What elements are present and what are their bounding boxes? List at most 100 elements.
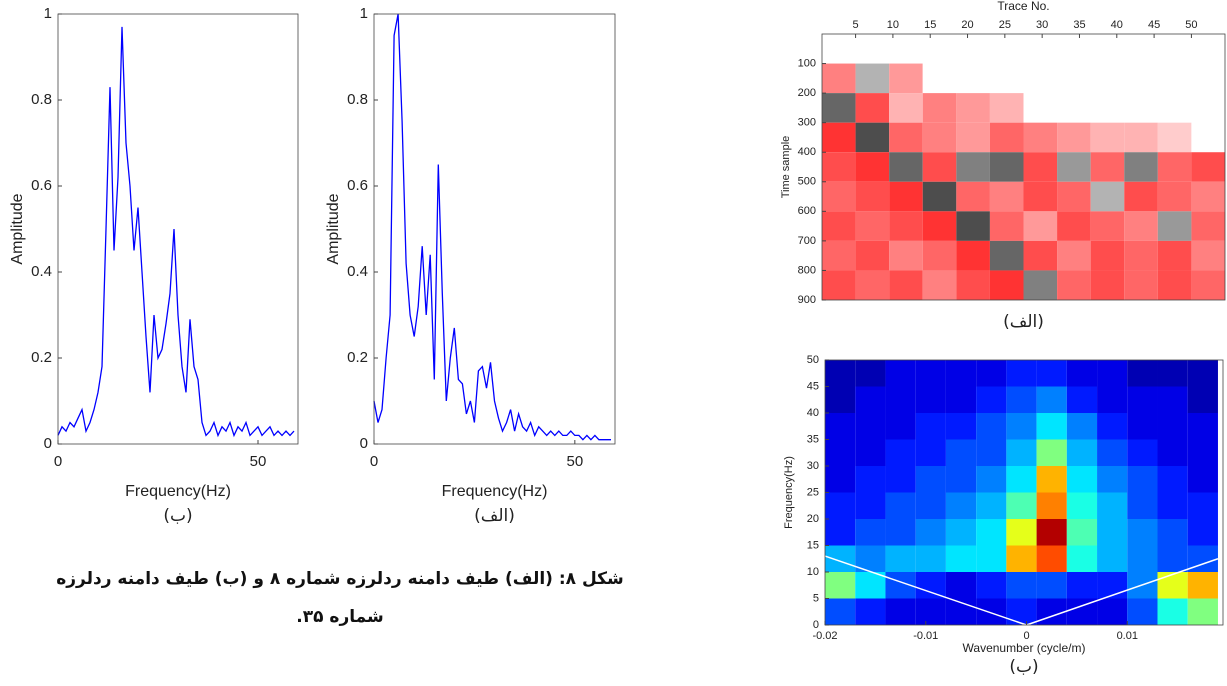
heatmap-cell	[976, 360, 1007, 387]
heatmap-cell	[825, 413, 856, 440]
heatmap-cell	[1066, 572, 1098, 599]
heatmap-cell	[825, 439, 856, 466]
y-tick-label: 700	[798, 235, 816, 247]
heatmap-cell	[885, 466, 916, 493]
heatmap-cell	[1127, 386, 1158, 413]
y-tick-label: 100	[798, 57, 816, 69]
heatmap-cell	[989, 93, 1024, 123]
heatmap-cell	[1157, 386, 1188, 413]
heatmap-cell	[1127, 466, 1158, 493]
heatmap-cell	[956, 122, 990, 153]
y-tick-label: 600	[798, 205, 816, 217]
heatmap-cell	[885, 413, 916, 440]
y-tick-label: 300	[798, 117, 816, 129]
heatmap-cell	[1036, 492, 1067, 519]
heatmap-cell	[1023, 270, 1058, 300]
y-axis-label: Amplitude	[9, 193, 26, 264]
heatmap-cell	[855, 181, 890, 212]
heatmap-cell	[1157, 439, 1188, 466]
x-tick-label: 0	[54, 453, 62, 470]
y-tick-label: 0.6	[31, 177, 52, 194]
heatmap-cell	[1066, 545, 1098, 572]
heatmap-cell	[885, 492, 916, 519]
heatmap-cell	[1187, 360, 1218, 387]
heatmap-cell	[915, 598, 946, 625]
axes-frame	[373, 13, 616, 445]
heatmap-cell	[1191, 152, 1225, 182]
x-tick-label: 45	[1148, 19, 1160, 31]
heatmap-cell	[822, 181, 856, 212]
y-tick-label: 400	[798, 146, 816, 158]
y-tick-label: 500	[798, 176, 816, 188]
y-tick-label: 35	[807, 433, 819, 445]
heatmap-cell	[989, 181, 1024, 212]
heatmap-cell	[989, 211, 1024, 241]
heatmap-cell	[855, 492, 886, 519]
heatmap-cell	[1127, 598, 1158, 625]
heatmap-cell	[976, 466, 1007, 493]
heatmap-cell	[1127, 492, 1158, 519]
heatmap-cell	[825, 572, 856, 599]
heatmap-cell	[956, 211, 990, 241]
heatmap-cell	[855, 413, 886, 440]
heatmap-cell	[915, 572, 946, 599]
y-tick-label: 20	[807, 513, 819, 525]
heatmap-cell	[885, 545, 916, 572]
heatmap-cell	[889, 152, 923, 182]
heatmap-cell	[1127, 413, 1158, 440]
heatmap-cell	[1057, 240, 1091, 271]
heatmap-cell	[1006, 413, 1037, 440]
heatmap-cell	[1187, 572, 1218, 599]
heatmap-cell	[1157, 572, 1188, 599]
heatmap-cell	[915, 386, 946, 413]
heatmap-cell	[889, 181, 923, 212]
heatmap-cell	[976, 598, 1007, 625]
heatmap-cell	[1097, 466, 1128, 493]
heatmap-cell	[945, 466, 977, 493]
heatmap-cell	[1124, 63, 1158, 94]
y-tick-label: 0.2	[31, 349, 52, 366]
heatmap-cell	[1006, 572, 1037, 599]
heatmap-cell	[1097, 492, 1128, 519]
heatmap-cell	[889, 34, 923, 64]
figure-caption: شکل ۸: (الف) طیف دامنه ردلرزه شماره ۸ و …	[56, 569, 624, 627]
heatmap-cell	[989, 34, 1024, 64]
heatmap-cell	[1023, 122, 1058, 153]
heatmap-cell	[1023, 63, 1058, 94]
heatmap-cell	[855, 572, 886, 599]
y-tick-label: 1	[360, 5, 368, 22]
y-tick-label: 0.8	[31, 91, 52, 108]
heatmap-cell	[1157, 34, 1192, 64]
heatmap-cell	[855, 240, 890, 271]
heatmap-cell	[885, 386, 916, 413]
heatmap-cell	[956, 240, 990, 271]
x-tick-label: 50	[250, 453, 267, 470]
heatmap-cell	[1066, 386, 1098, 413]
heatmap-cell	[1187, 466, 1218, 493]
y-tick-label: 1	[44, 5, 52, 22]
y-tick-label: 0	[44, 435, 52, 452]
y-tick-label: 0.4	[347, 263, 368, 280]
x-tick-label: 5	[853, 19, 859, 31]
heatmap-cell	[1090, 181, 1125, 212]
heatmap-cell	[825, 360, 856, 387]
heatmap-cell	[822, 240, 856, 271]
y-tick-label: 10	[807, 566, 819, 578]
heatmap-cell	[956, 181, 990, 212]
spectrum-line	[373, 13, 611, 441]
heatmap-cell	[1187, 439, 1218, 466]
y-tick-label: 0	[813, 619, 819, 631]
heatmap-cell	[1090, 122, 1125, 153]
x-tick-label: 40	[1111, 19, 1123, 31]
heatmap-cell	[822, 211, 856, 241]
heatmap-cell	[1127, 439, 1158, 466]
x-tick-label: 25	[999, 19, 1011, 31]
heatmap-cell	[976, 413, 1007, 440]
heatmap-cell	[1066, 466, 1098, 493]
heatmap-cell	[855, 519, 886, 546]
heatmap-cell	[1036, 598, 1067, 625]
heatmap-cell	[989, 270, 1024, 300]
spectrum-line	[57, 26, 295, 438]
heatmap-cell	[1006, 466, 1037, 493]
